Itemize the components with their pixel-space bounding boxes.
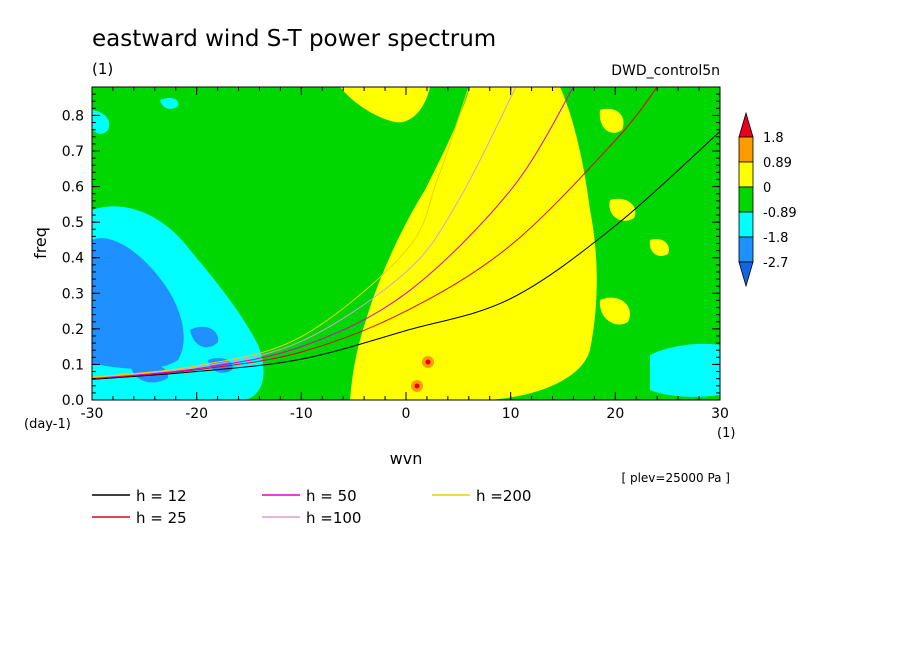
colorbar-level-label: -0.89 [763, 206, 797, 221]
x-tick-label: 0 [402, 406, 411, 422]
x-units: (1) [717, 426, 735, 441]
y-tick-label: 0.6 [62, 180, 84, 196]
x-tick-label: -20 [185, 406, 208, 422]
legend-label: h = 25 [136, 509, 187, 527]
colorbar-swatch [738, 211, 754, 238]
colorbar-level-label: 1.8 [763, 131, 784, 146]
series-line-5 [92, 87, 470, 378]
yellow-region [340, 87, 669, 400]
series-line-4 [92, 87, 517, 379]
series-line-3 [92, 87, 574, 379]
x-axis-label: wvn [390, 449, 423, 468]
level-note: [ plev=25000 Pa ] [621, 471, 730, 485]
colorbar-swatch [738, 236, 754, 263]
legend: h = 12 h = 25 h = 50 h =100 h =200 [92, 487, 531, 527]
y-tick-label: 0.8 [62, 108, 84, 124]
orange-spots [411, 356, 434, 392]
colorbar-swatch [738, 161, 754, 188]
x-tick-label: -30 [81, 406, 104, 422]
legend-label: h =200 [476, 487, 531, 505]
colorbar-level-label: -1.8 [763, 231, 788, 246]
y-tick-label: 0.0 [62, 393, 84, 409]
chart-title: eastward wind S-T power spectrum [92, 26, 496, 52]
y-tick-label: 0.7 [62, 144, 84, 160]
colorbar-level-label: -2.7 [763, 256, 788, 271]
colorbar-level-label: 0.89 [763, 156, 792, 171]
colorbar-level-label: 0 [763, 181, 771, 196]
colorbar: 1.8 0.89 0 -0.89 -1.8 -2.7 [738, 111, 797, 288]
title-units: (1) [92, 60, 113, 78]
series-line-1 [92, 131, 720, 380]
x-tick-label: 10 [502, 406, 520, 422]
series-line-2 [92, 87, 658, 380]
legend-label: h = 50 [306, 487, 357, 505]
colorbar-swatch [738, 186, 754, 213]
y-tick-label: 0.4 [62, 251, 84, 267]
y-tick-label: 0.3 [62, 286, 84, 302]
x-tick-label: 30 [711, 406, 729, 422]
y-tick-label: 0.5 [62, 215, 84, 231]
plot-area: -30 -20 -10 0 10 20 30 0.00.10.20.30.40.50.60.… [62, 86, 729, 422]
y-units: (day-1) [24, 417, 71, 432]
colorbar-top-arrow [738, 111, 754, 138]
colorbar-swatch [738, 136, 754, 163]
legend-label: h =100 [306, 509, 361, 527]
y-tick-label: 0.2 [62, 322, 84, 338]
legend-label: h = 12 [136, 487, 187, 505]
y-axis: 0.0 0.1 0.2 0.3 0.4 0.5 0.6 0.7 0.8 [62, 86, 720, 409]
y-axis-label: freq [31, 227, 50, 259]
x-tick-label: 20 [606, 406, 624, 422]
dispersion-curves [92, 87, 720, 380]
x-tick-label: -10 [290, 406, 313, 422]
y-tick-label: 0.1 [62, 357, 84, 373]
dataset-label: DWD_control5n [611, 63, 720, 79]
colorbar-bottom-arrow [738, 261, 754, 288]
x-axis: -30 -20 -10 0 10 20 30 [81, 87, 729, 422]
